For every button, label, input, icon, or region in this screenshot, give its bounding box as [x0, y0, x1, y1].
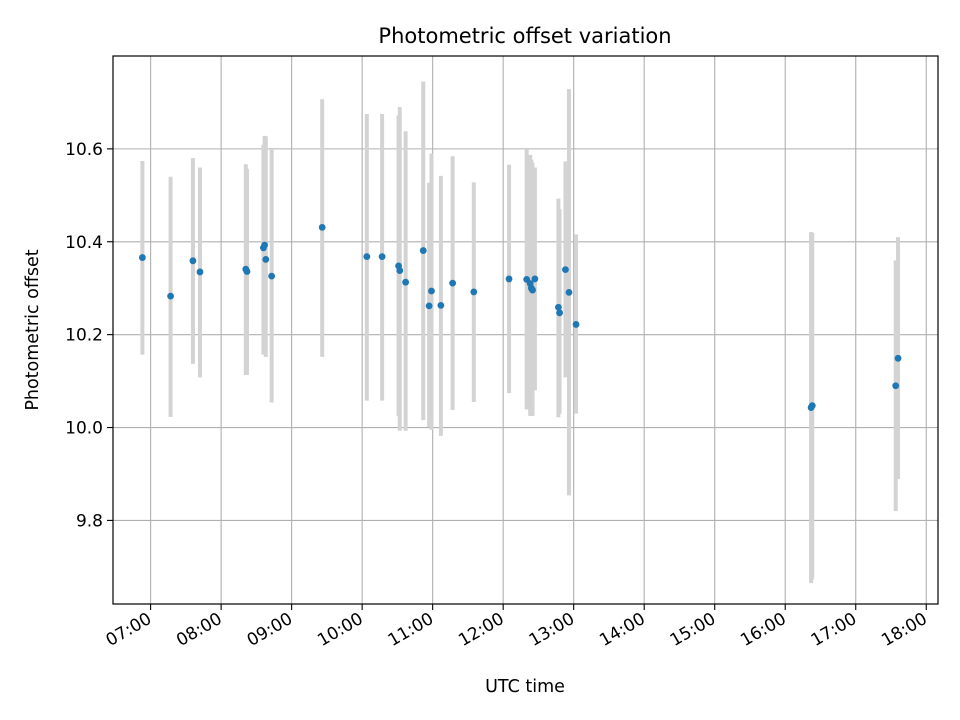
data-point — [428, 287, 435, 295]
data-point — [243, 268, 251, 275]
data-point — [808, 402, 816, 410]
x-axis-label: UTC time — [485, 677, 565, 697]
data-point — [572, 321, 580, 328]
data-point — [425, 302, 433, 310]
data-point — [402, 278, 410, 286]
data-point — [268, 272, 276, 280]
data-point — [470, 288, 478, 296]
data-point — [505, 275, 513, 283]
y-tick-label: 10.4 — [65, 233, 103, 253]
data-point — [437, 301, 445, 309]
y-axis-label: Photometric offset — [23, 249, 43, 410]
plot-frame — [112, 55, 939, 605]
data-point — [167, 292, 174, 300]
data-point — [894, 354, 902, 362]
data-point — [396, 267, 404, 274]
y-tick-label: 10.0 — [65, 419, 103, 439]
y-tick-label: 10.2 — [65, 326, 103, 346]
data-point — [138, 254, 146, 261]
data-point — [262, 256, 270, 263]
data-point — [565, 288, 573, 296]
data-point — [562, 266, 569, 274]
data-point — [261, 241, 269, 249]
data-point — [419, 247, 427, 254]
data-point — [556, 309, 563, 317]
data-point — [318, 223, 326, 231]
data-point — [555, 303, 562, 311]
data-point — [196, 268, 204, 276]
data-point — [363, 253, 371, 261]
y-tick-label: 9.8 — [76, 511, 103, 531]
data-point — [529, 286, 536, 294]
data-points — [138, 223, 902, 411]
data-point — [378, 253, 386, 261]
y-axis-ticks: 9.8 10.0 10.2 10.4 10.6 — [65, 140, 113, 531]
data-point — [449, 279, 457, 287]
chart-title: Photometric offset variation — [378, 24, 671, 48]
data-point — [531, 275, 539, 283]
data-point — [892, 382, 900, 390]
y-tick-label: 10.6 — [65, 140, 103, 160]
data-point — [189, 257, 197, 265]
